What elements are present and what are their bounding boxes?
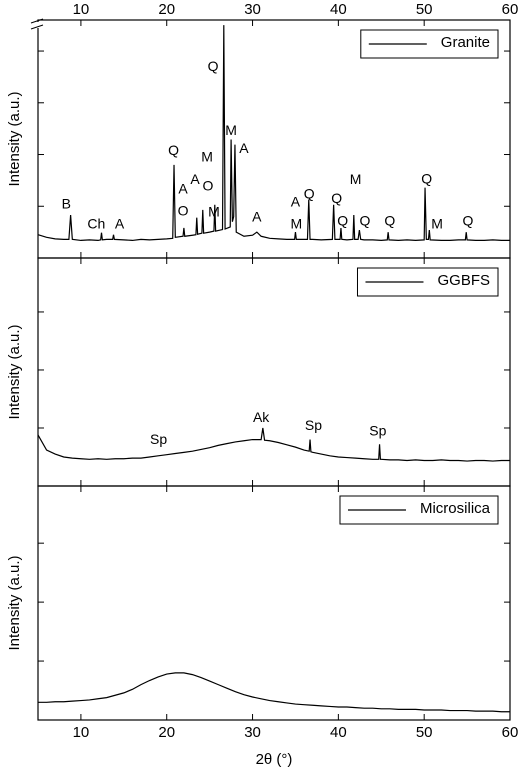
pattern-line [37, 25, 510, 242]
x-tick-label: 50 [416, 1, 433, 18]
peak-label: Q [421, 171, 432, 187]
peak-label: Q [384, 212, 395, 228]
axis-break [30, 24, 44, 30]
peak-label: Q [304, 186, 315, 202]
peak-label: Q [337, 212, 348, 228]
peak-label: Ch [87, 216, 105, 232]
peak-label: M [225, 122, 237, 138]
peak-label: Sp [369, 423, 386, 439]
y-axis-label: Intensity (a.u.) [6, 324, 23, 419]
peak-label: M [350, 171, 362, 187]
axis-break-gap [32, 22, 44, 28]
peak-label: Q [360, 212, 371, 228]
peak-label: A [178, 180, 188, 196]
y-axis-label: Intensity (a.u.) [6, 555, 23, 650]
x-tick-label: 50 [416, 724, 433, 741]
x-tick-label: 10 [73, 1, 90, 18]
peak-label: A [239, 140, 249, 156]
peak-label: Q [463, 212, 474, 228]
peak-label: Q [331, 190, 342, 206]
peak-label: M [208, 204, 220, 220]
x-tick-label: 30 [244, 1, 261, 18]
peak-label: Ak [253, 409, 270, 425]
axis-break [30, 18, 44, 24]
peak-label: Q [208, 58, 219, 74]
plot-frame [37, 485, 511, 721]
x-tick-label: 40 [330, 1, 347, 18]
x-tick-label: 30 [244, 724, 261, 741]
legend-label: Microsilica [420, 500, 491, 517]
peak-label: A [291, 193, 301, 209]
x-tick-label: 40 [330, 724, 347, 741]
peak-label: O [178, 203, 189, 219]
x-tick-label: 20 [158, 724, 175, 741]
peak-label: Sp [305, 417, 322, 433]
peak-label: B [62, 195, 71, 211]
x-tick-label: 10 [73, 724, 90, 741]
pattern-line [37, 427, 510, 462]
peak-label: M [431, 216, 443, 232]
x-tick-label: 60 [502, 1, 519, 18]
x-axis-label: 2θ (°) [256, 751, 293, 768]
peak-label: M [290, 216, 302, 232]
legend-label: Granite [441, 34, 490, 51]
x-tick-label: 20 [158, 1, 175, 18]
peak-label: A [190, 171, 200, 187]
peak-label: O [202, 177, 213, 193]
peak-label: M [201, 148, 213, 164]
peak-label: Q [168, 142, 179, 158]
legend-label: GGBFS [437, 272, 490, 289]
x-tick-label: 60 [502, 724, 519, 741]
peak-label: A [252, 208, 262, 224]
pattern-line [38, 672, 510, 713]
y-axis-label: Intensity (a.u.) [6, 91, 23, 186]
peak-label: Sp [150, 431, 167, 447]
peak-label: A [115, 216, 125, 232]
